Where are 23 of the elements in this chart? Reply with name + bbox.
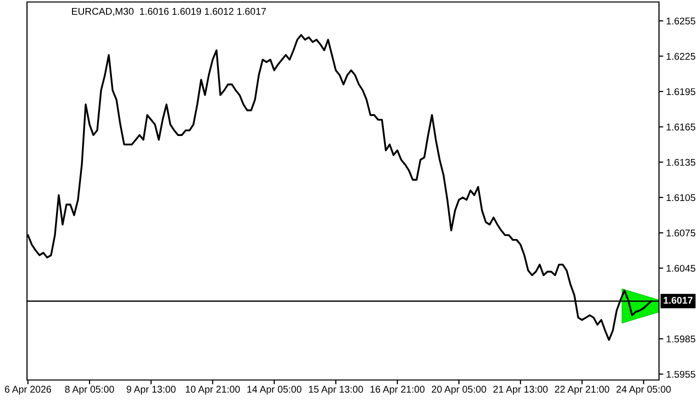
x-tick-label: 22 Apr 21:00 bbox=[554, 386, 610, 395]
x-tick-label: 15 Apr 13:00 bbox=[308, 386, 363, 395]
x-tick-label: 6 Apr 2026 bbox=[4, 386, 52, 395]
y-tick-label: 1.6045 bbox=[666, 264, 696, 272]
x-tick-label: 20 Apr 05:00 bbox=[432, 386, 486, 395]
y-tick-label: 1.6075 bbox=[666, 230, 696, 236]
x-tick-label: 21 Apr 13:00 bbox=[493, 386, 548, 395]
x-tick-label: 9 Apr 13:00 bbox=[126, 386, 176, 395]
y-tick-label: 1.6195 bbox=[666, 88, 696, 96]
x-tick-label: 24 Apr 05:00 bbox=[616, 386, 671, 395]
x-tick-label: 14 Apr 05:00 bbox=[247, 386, 302, 395]
y-tick-label: 1.6165 bbox=[666, 124, 696, 130]
y-tick-label: 1.6135 bbox=[666, 158, 696, 166]
y-tick-label: 1.6255 bbox=[666, 18, 696, 24]
x-tick-label: 8 Apr 05:00 bbox=[65, 386, 114, 395]
y-tick-label: 1.6225 bbox=[666, 52, 696, 60]
x-tick-label: 16 Apr 21:00 bbox=[370, 386, 425, 395]
x-tick-label: 10 Apr 21:00 bbox=[186, 386, 240, 395]
y-tick-label: 1.5955 bbox=[666, 370, 696, 378]
y-tick-label: 1.5985 bbox=[666, 336, 696, 342]
text: EURCAD,M30 1.6016 1.6019 1.6012 1.6017 bbox=[72, 8, 266, 16]
ref-line-label: 1.6017 bbox=[664, 296, 692, 304]
y-tick-label: 1.6105 bbox=[666, 194, 696, 202]
